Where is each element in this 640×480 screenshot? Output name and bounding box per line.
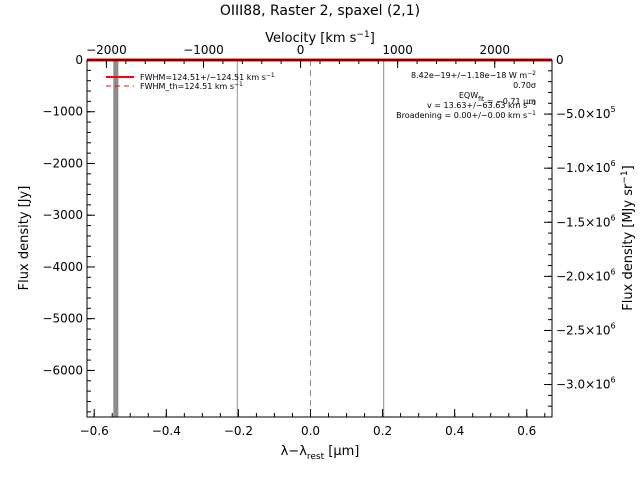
x-tick-label: −0.4 (152, 424, 181, 438)
x-tick-label: −0.2 (224, 424, 253, 438)
right-tick-label: −2.5×106 (556, 321, 616, 337)
y-tick-label: −2000 (42, 156, 83, 170)
y-tick-label: −6000 (42, 363, 83, 377)
x-axis-top-label: Velocity [km s−1] (265, 30, 375, 46)
velocity-tick-label: 2000 (479, 43, 510, 57)
y-tick-label: −4000 (42, 260, 83, 274)
right-tick-label: −1.5×106 (556, 213, 616, 229)
velocity-tick-label: 1000 (382, 43, 413, 57)
x-tick-label: 0.2 (373, 424, 392, 438)
right-tick-label: 0 (556, 53, 564, 67)
legend-entry-label: FWHM=124.51+/−124.51 km s−1 (140, 72, 275, 82)
y-axis-right-label: Flux density [MJy sr−1] (620, 165, 636, 310)
fit-annotation-line: v = 13.63+/−63.63 km s−1 (427, 100, 536, 110)
legend-entry-label: FWHM_th=124.51 km s−1 (140, 81, 243, 91)
y-tick-label: −1000 (42, 105, 83, 119)
right-tick-label: −1.0×106 (556, 159, 616, 175)
x-tick-label: 0.4 (445, 424, 464, 438)
chart-title: OIII88, Raster 2, spaxel (2,1) (220, 3, 420, 19)
y-axis-left-label: Flux density [Jy] (17, 186, 32, 291)
fit-annotation-line: Broadening = 0.00+/−0.00 km s−1 (396, 110, 536, 120)
fit-annotation-line: EQWfit = −0.71 μm (459, 91, 536, 106)
x-tick-label: 0.6 (517, 424, 536, 438)
right-tick-label: −2.0×106 (556, 267, 616, 283)
right-tick-label: −3.0×106 (556, 376, 616, 392)
x-tick-label: −0.6 (80, 424, 109, 438)
y-tick-label: −5000 (42, 312, 83, 326)
y-tick-label: 0 (75, 53, 83, 67)
marker-lines (113, 60, 385, 417)
fit-annotation-line: 8.42e−19+/−1.18e−18 W m−2 (411, 70, 536, 80)
fit-annotation-line: 0.70σ (513, 81, 536, 90)
x-axis-bottom-label: λ−λrest [μm] (281, 444, 360, 462)
velocity-tick-label: 0 (297, 43, 305, 57)
right-tick-label: −5.0×105 (556, 105, 616, 121)
y-tick-label: −3000 (42, 208, 83, 222)
x-tick-label: 0.0 (301, 424, 320, 438)
velocity-tick-label: −1000 (183, 43, 224, 57)
axis-ticks: −0.6 −0.4 −0.2 0.0 0.2 0.4 0.6 −2000 −1000 0 1000 2… (42, 43, 615, 438)
legend: FWHM=124.51+/−124.51 km s−1FWHM_th=124.5… (106, 72, 275, 91)
velocity-tick-label: −2000 (86, 43, 127, 57)
